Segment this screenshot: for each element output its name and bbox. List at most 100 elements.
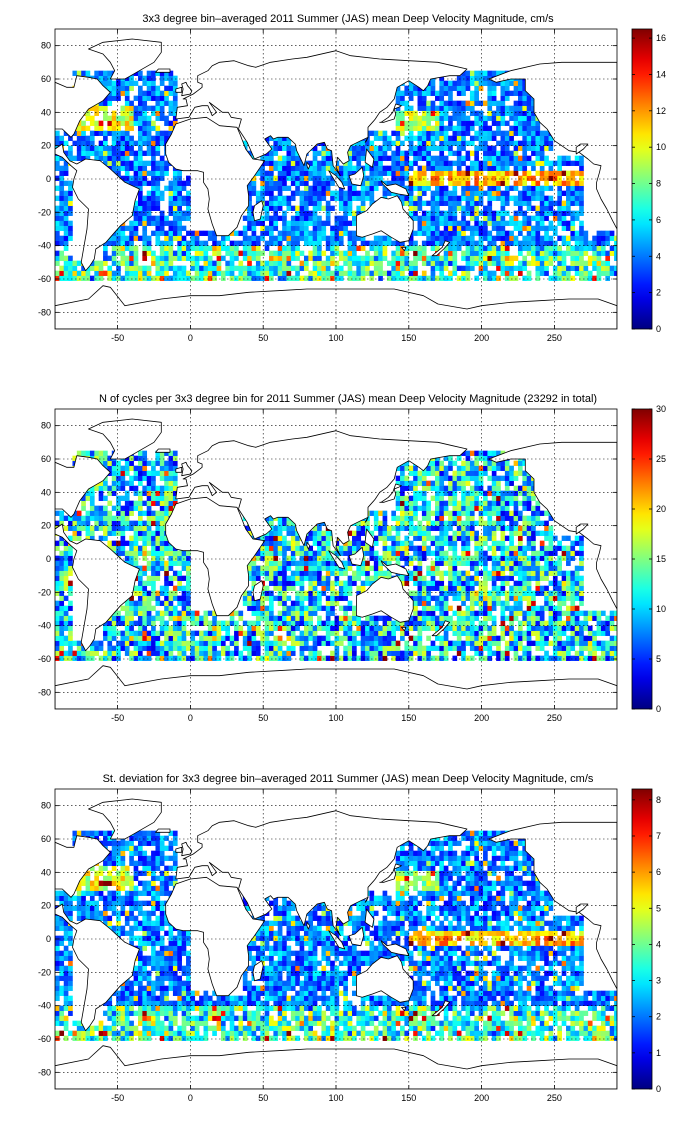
bin-cell (435, 220, 440, 226)
bin-cell (151, 520, 156, 526)
bin-cell (496, 80, 501, 86)
bin-cell (548, 205, 554, 211)
bin-cell (146, 215, 152, 221)
bin-cell (63, 585, 69, 591)
bin-cell (172, 450, 178, 456)
bin-cell (483, 175, 488, 181)
bin-cell (487, 80, 493, 86)
bin-cell (269, 600, 274, 606)
bin-cell (334, 630, 340, 636)
bin-cell (566, 185, 571, 191)
bin-cell (491, 215, 497, 221)
bin-cell (155, 165, 161, 171)
bin-cell (68, 155, 73, 161)
bin-cell (408, 85, 414, 91)
bin-cell (177, 625, 182, 631)
bin-cell (129, 635, 134, 641)
bin-cell (181, 560, 187, 566)
bin-cell (478, 130, 484, 136)
bin-cell (421, 180, 427, 186)
bin-cell (129, 100, 134, 106)
bin-cell (116, 150, 121, 156)
bin-cell (443, 130, 449, 136)
bin-cell (159, 560, 165, 566)
bin-cell (124, 490, 130, 496)
bin-cell (352, 605, 357, 611)
bin-cell (177, 175, 182, 181)
bin-cell (395, 245, 401, 251)
bin-cell (290, 585, 296, 591)
bin-cell (535, 255, 541, 261)
bin-cell (260, 225, 265, 231)
bin-cell (146, 565, 152, 571)
bin-cell (264, 585, 270, 591)
bin-cell (509, 195, 514, 201)
bin-cell (172, 225, 178, 231)
bin-cell (509, 135, 514, 141)
bin-cell (404, 200, 410, 206)
bin-cell (596, 260, 602, 266)
bin-cell (203, 635, 209, 641)
bin-cell (172, 255, 178, 261)
bin-cell (269, 555, 274, 561)
bin-cell (159, 465, 165, 471)
bin-cell (513, 145, 519, 151)
bin-cell (137, 525, 143, 531)
bin-cell (408, 270, 414, 276)
bin-cell (338, 590, 344, 596)
bin-cell (164, 560, 169, 566)
bin-cell (531, 145, 536, 151)
bin-cell (76, 70, 82, 76)
bin-cell (94, 645, 99, 651)
bin-cell (282, 215, 287, 221)
bin-cell (517, 140, 523, 146)
bin-cell (81, 645, 86, 651)
bin-cell (417, 90, 423, 96)
bin-cell (207, 245, 213, 251)
bin-cell (85, 270, 91, 276)
bin-cell (168, 245, 174, 251)
bin-cell (378, 245, 383, 251)
bin-cell (570, 210, 576, 216)
bin-cell (103, 245, 108, 251)
bin-cell (321, 625, 327, 631)
bin-cell (338, 170, 344, 176)
bin-cell (417, 255, 423, 261)
bin-cell (133, 220, 139, 226)
bin-cell (155, 200, 161, 206)
bin-cell (531, 225, 536, 231)
bin-cell (194, 630, 200, 636)
bin-cell (142, 255, 148, 261)
bin-cell (421, 125, 427, 131)
bin-cell (286, 175, 292, 181)
bin-cell (111, 85, 117, 91)
bin-cell (448, 165, 453, 171)
bin-cell (76, 450, 82, 456)
bin-cell (605, 230, 611, 236)
bin-cell (159, 130, 165, 136)
bin-cell (68, 640, 73, 646)
bin-cell (59, 635, 65, 641)
bin-cell (600, 270, 606, 276)
bin-cell (469, 260, 475, 266)
bin-cell (395, 85, 401, 91)
bin-cell (356, 620, 362, 626)
bin-cell (303, 575, 309, 581)
bin-cell (548, 255, 554, 261)
bin-cell (111, 655, 117, 661)
x-tick-label: 100 (328, 333, 343, 343)
bin-cell (321, 520, 327, 526)
bin-cell (408, 165, 414, 171)
bin-cell (356, 155, 362, 161)
bin-cell (120, 135, 126, 141)
bin-cell (373, 260, 379, 266)
bin-cell (312, 630, 318, 636)
bin-cell (177, 250, 182, 256)
bin-cell (146, 220, 152, 226)
bin-cell (59, 220, 65, 226)
bin-cell (251, 635, 257, 641)
bin-cell (63, 180, 69, 186)
bin-cell (299, 555, 305, 561)
bin-cell (574, 210, 580, 216)
bin-cell (352, 195, 357, 201)
